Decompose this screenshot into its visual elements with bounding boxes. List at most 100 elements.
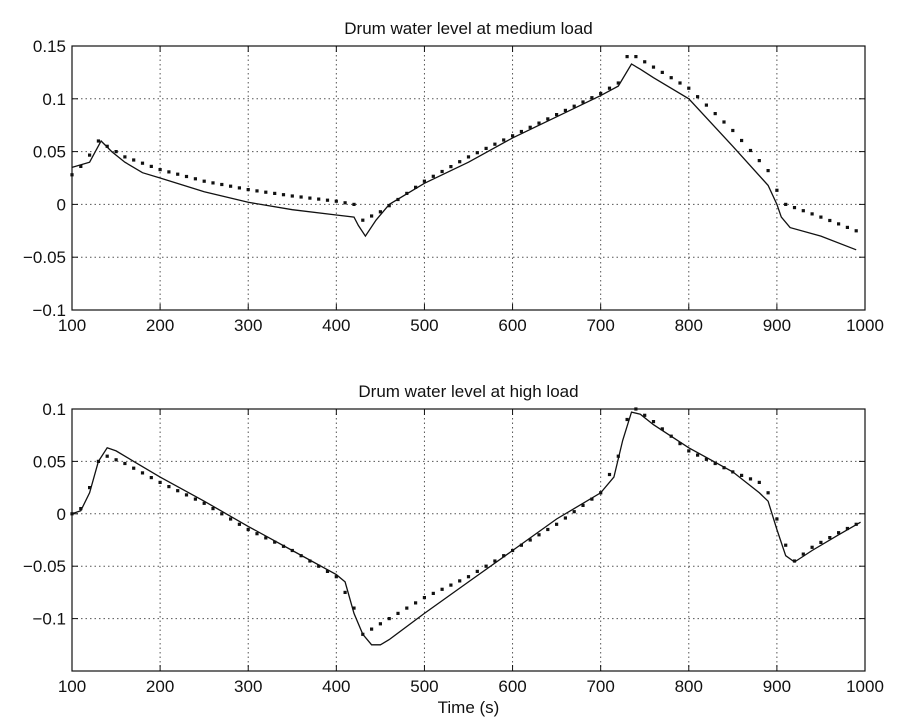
medium-load-dotted-point xyxy=(590,96,594,100)
high-load-y-tick-label: 0.1 xyxy=(42,400,66,419)
high-load-dotted-point xyxy=(352,606,356,610)
high-load-dotted-point xyxy=(625,417,629,422)
high-load-dotted-point xyxy=(555,522,559,526)
medium-load-dotted-point xyxy=(281,193,286,197)
high-load-dotted-point xyxy=(837,531,841,535)
high-load-dotted-point xyxy=(475,569,479,573)
medium-load-dotted-point xyxy=(88,153,92,157)
medium-load-x-tick-label: 100 xyxy=(58,316,86,335)
medium-load-dotted-point xyxy=(334,199,338,203)
high-load-dotted-point xyxy=(422,596,426,600)
high-load-dotted-point xyxy=(105,454,109,458)
medium-load-dotted-point xyxy=(229,184,233,188)
high-load-dotted-point xyxy=(440,587,444,591)
medium-load-dotted-point xyxy=(96,139,100,143)
medium-load-dotted-point xyxy=(132,158,136,162)
medium-load-dotted-point xyxy=(422,179,426,183)
high-load-dotted-point xyxy=(431,591,435,595)
medium-load-y-tick-label: 0.1 xyxy=(42,90,66,109)
medium-load-dotted-point xyxy=(317,197,321,201)
medium-load-dotted-point xyxy=(537,121,541,125)
high-load-dotted-point xyxy=(607,472,612,477)
high-load-dotted-point xyxy=(643,413,647,417)
medium-load-dotted-point xyxy=(405,191,409,195)
high-load-dotted-point xyxy=(563,516,567,520)
medium-load-dotted-point xyxy=(105,144,109,148)
medium-load-dotted-point xyxy=(581,100,585,104)
medium-load-dotted-point xyxy=(325,198,330,202)
high-load-dotted-point xyxy=(537,533,541,537)
medium-load-dotted-point xyxy=(757,159,761,163)
medium-load-dotted-point xyxy=(193,177,197,181)
medium-load-dotted-point xyxy=(784,202,788,206)
high-load-dotted-point xyxy=(722,466,726,470)
medium-load-dotted-point xyxy=(696,95,700,99)
medium-load-x-tick-label: 500 xyxy=(410,316,438,335)
medium-load-x-tick-label: 1000 xyxy=(846,316,884,335)
high-load-dotted-point xyxy=(766,491,770,495)
medium-load-dotted-point xyxy=(237,186,241,190)
medium-load-dotted-point xyxy=(713,112,717,116)
high-load-dotted-point xyxy=(792,559,797,563)
high-load-x-tick-label: 700 xyxy=(586,677,614,696)
medium-load-dotted-point xyxy=(273,191,277,195)
high-load-dotted-point xyxy=(458,579,462,583)
high-load-dotted-point xyxy=(713,461,717,466)
medium-load-dotted-point xyxy=(352,202,356,206)
medium-load-dotted-point xyxy=(819,215,823,219)
medium-load-chart-title: Drum water level at medium load xyxy=(344,19,592,38)
medium-load-plot-area xyxy=(72,46,865,310)
medium-load-dotted-point xyxy=(837,222,841,226)
medium-load-dotted-point xyxy=(546,117,550,121)
high-load-dotted-point xyxy=(546,527,550,532)
high-load-x-tick-label: 800 xyxy=(675,677,703,696)
medium-load-series-solid-line xyxy=(71,63,857,251)
medium-load-dotted-point xyxy=(801,209,805,213)
high-load-dotted-point xyxy=(70,512,74,516)
high-load-dotted-point xyxy=(405,606,409,610)
medium-load-dotted-point xyxy=(167,170,171,174)
medium-load-dotted-point xyxy=(634,55,638,59)
high-load-dotted-point xyxy=(775,517,779,521)
high-load-series-dotted xyxy=(70,407,858,636)
high-load-dotted-point xyxy=(669,434,673,438)
medium-load-dotted-point xyxy=(370,214,374,218)
high-load-dotted-point xyxy=(308,559,312,563)
medium-load-dotted-point xyxy=(202,179,206,183)
high-load-dotted-point xyxy=(370,627,374,631)
high-load-dotted-point xyxy=(466,575,471,579)
high-load-dotted-point xyxy=(176,489,180,493)
high-load-dotted-point xyxy=(88,486,92,490)
medium-load-dotted-point xyxy=(519,129,523,134)
high-load-dotted-point xyxy=(290,548,294,553)
medium-load-dotted-point xyxy=(475,151,479,155)
high-load-dotted-point xyxy=(220,512,224,516)
medium-load-dotted-point xyxy=(484,146,488,150)
medium-load-dotted-point xyxy=(264,190,268,194)
medium-load-dotted-point xyxy=(740,138,744,143)
medium-load-dotted-point xyxy=(528,125,532,129)
medium-load-dotted-point xyxy=(643,60,647,64)
high-load-y-tick-label: −0.05 xyxy=(23,557,66,576)
high-load-dotted-point xyxy=(845,526,849,531)
high-load-dotted-point xyxy=(493,559,497,563)
high-load-x-tick-label: 600 xyxy=(498,677,526,696)
high-load-y-tick-label: 0.05 xyxy=(33,452,66,471)
high-load-x-tick-label: 900 xyxy=(763,677,791,696)
medium-load-dotted-point xyxy=(290,194,294,198)
high-load-dotted-point xyxy=(519,543,523,547)
medium-load-x-tick-label: 700 xyxy=(586,316,614,335)
high-load-dotted-point xyxy=(202,501,206,505)
medium-load-dotted-point xyxy=(845,225,849,229)
medium-load-dotted-point xyxy=(79,164,83,168)
high-load-dotted-point xyxy=(167,485,171,489)
high-load-dotted-point xyxy=(246,527,250,532)
high-load-dotted-point xyxy=(149,476,153,480)
high-load-dotted-point xyxy=(731,470,735,474)
high-load-x-tick-label: 500 xyxy=(410,677,438,696)
medium-load-dotted-point xyxy=(775,188,779,192)
medium-load-y-tick-label: −0.05 xyxy=(23,248,66,267)
medium-load-dotted-point xyxy=(722,120,726,124)
high-load-dotted-point xyxy=(599,491,603,495)
medium-load-x-tick-label: 200 xyxy=(146,316,174,335)
